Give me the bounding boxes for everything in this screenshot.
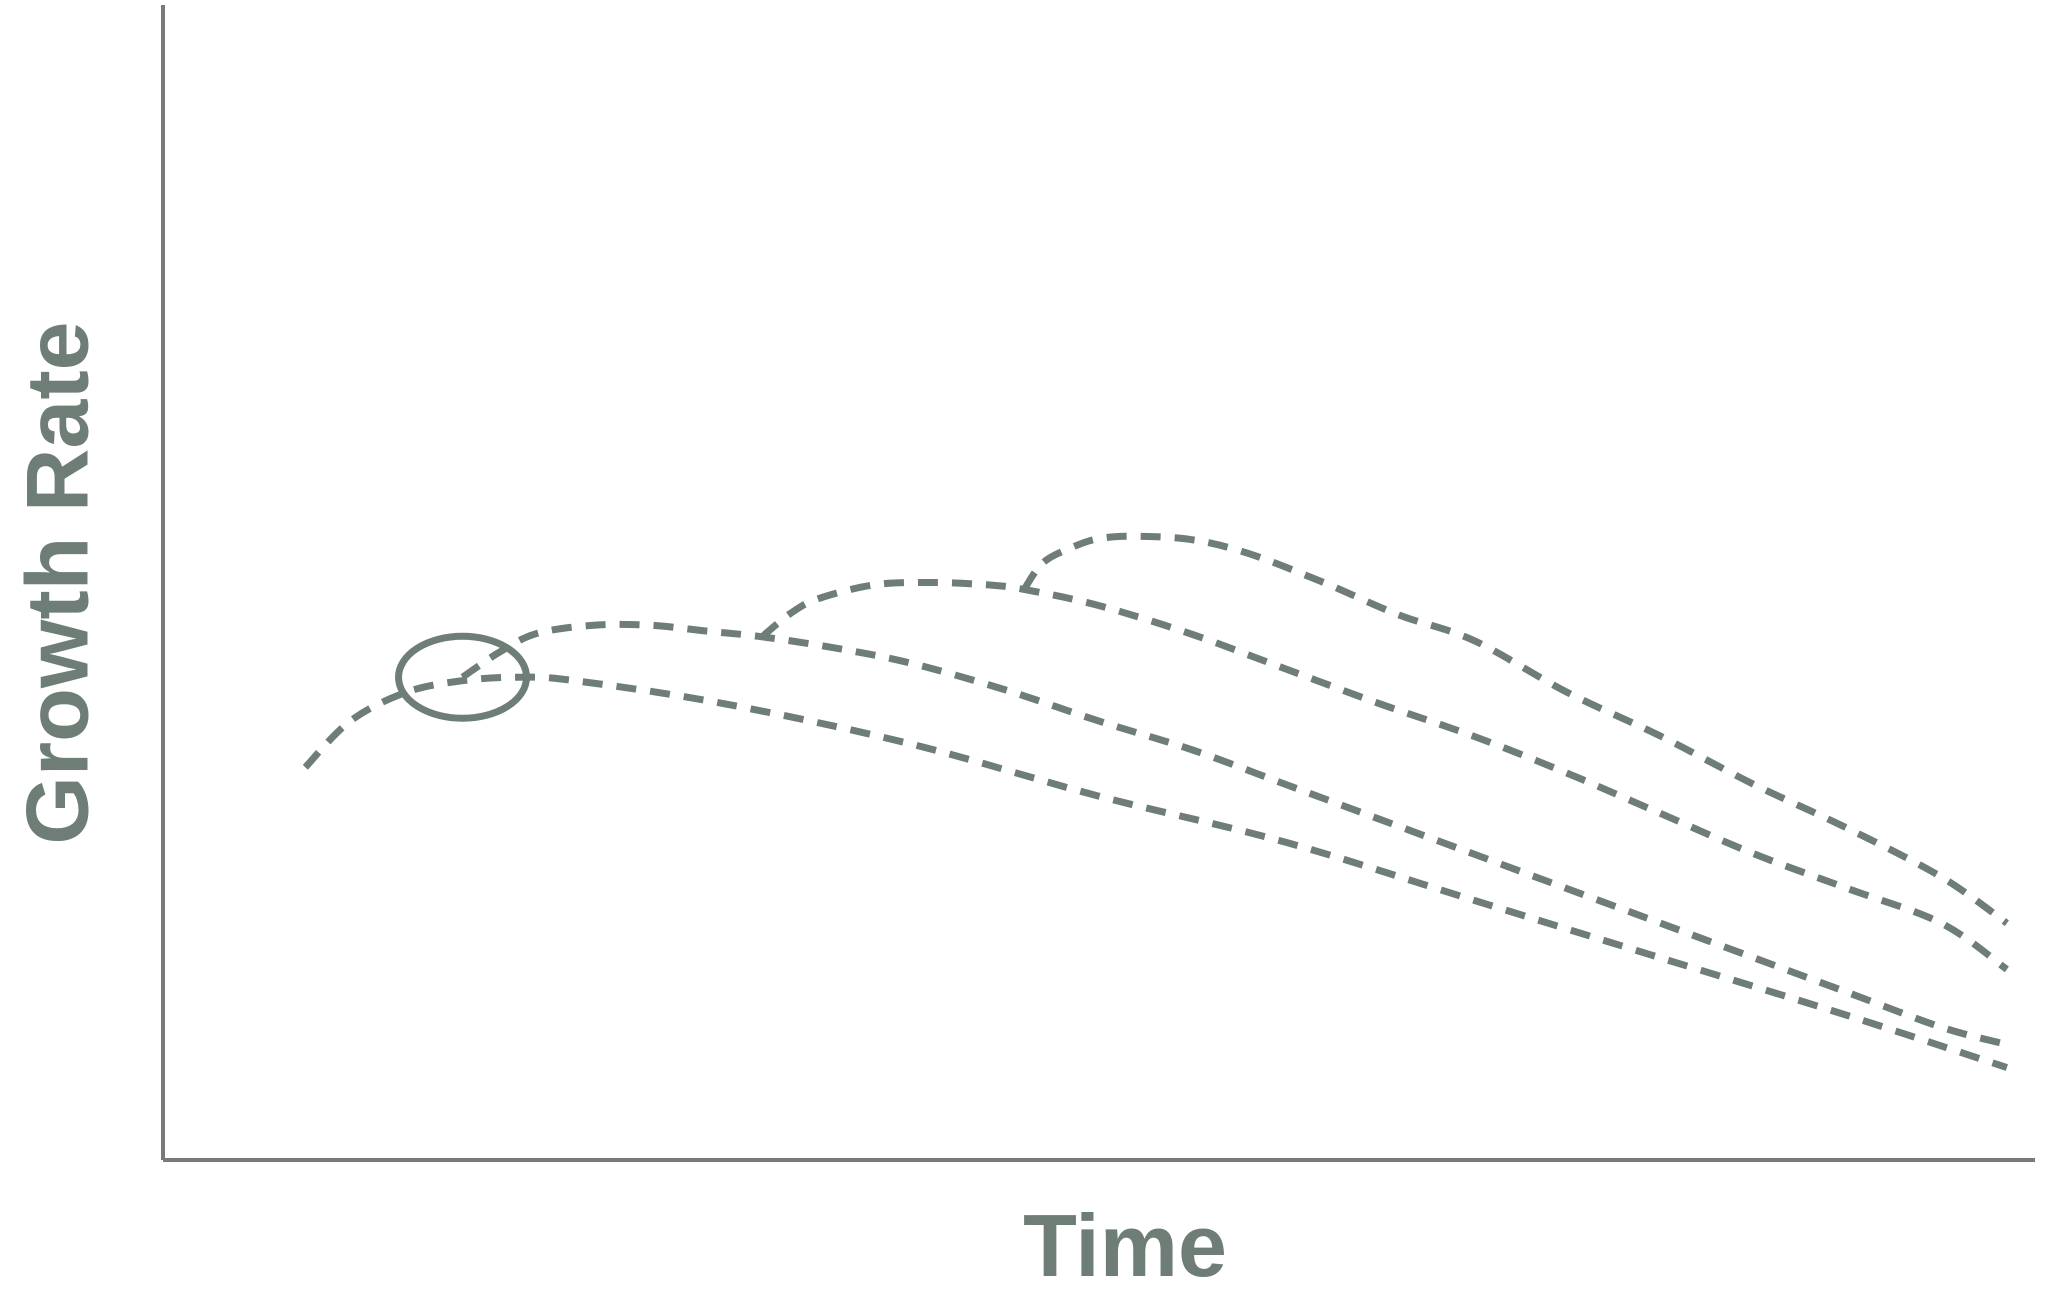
series-line-1: [302, 673, 2008, 1071]
series-group: [302, 532, 2009, 1071]
axes: [161, 5, 2035, 1162]
x-axis-label: Time: [1023, 1196, 1227, 1295]
y-axis-label: Growth Rate: [7, 321, 106, 844]
series-line-2: [460, 620, 2008, 1048]
branch-point-ellipse: [395, 632, 531, 722]
annotations: [395, 632, 531, 722]
series-line-4: [1021, 532, 2009, 927]
series-line-3: [759, 578, 2009, 973]
